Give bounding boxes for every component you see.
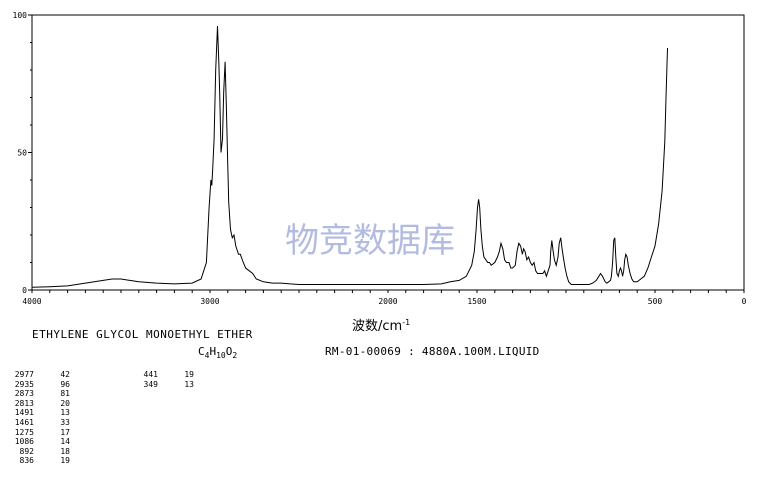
x-axis-label-superscript: -1 (402, 318, 410, 327)
peak-row: 349 13 (138, 380, 194, 390)
formula-element: H (209, 345, 217, 358)
peak-row: 2813 20 (14, 399, 70, 409)
peak-intensity: 17 (60, 427, 70, 437)
peak-wavenumber: 2977 (14, 370, 34, 379)
formula-count: 10 (216, 351, 226, 361)
peak-wavenumber: 1275 (14, 427, 34, 437)
peak-wavenumber: 2935 (14, 379, 34, 389)
peak-wavenumber: 892 (19, 446, 34, 456)
x-tick-label: 500 (648, 297, 663, 306)
peak-row: 2977 42 (14, 370, 70, 380)
y-tick-label: 50 (17, 149, 27, 158)
peak-row: 1461 33 (14, 418, 70, 428)
peak-row: 1086 14 (14, 437, 70, 447)
x-axis-label-text: 波数/cm (352, 319, 402, 334)
peak-row: 2935 96 (14, 380, 70, 390)
watermark: 物竞数据库 (285, 221, 455, 261)
sample-info: RM-01-00069 : 4880A.100M.LIQUID (325, 345, 540, 358)
peak-intensity: 81 (60, 389, 70, 399)
peak-row: 1491 13 (14, 408, 70, 418)
y-tick-label: 100 (13, 11, 28, 20)
compound-name: ETHYLENE GLYCOL MONOETHYL ETHER (32, 328, 253, 341)
peak-row: 836 19 (14, 456, 70, 466)
peak-row: 892 18 (14, 447, 70, 457)
formula-count: 4 (204, 351, 210, 361)
x-tick-label: 3000 (200, 297, 219, 306)
peak-wavenumber: 2873 (14, 389, 34, 399)
peak-row: 2873 81 (14, 389, 70, 399)
formula-element: C (198, 345, 205, 358)
peak-intensity: 96 (60, 379, 70, 389)
peak-intensity: 13 (184, 379, 194, 389)
formula-count: 2 (232, 351, 238, 361)
peak-wavenumber: 836 (19, 456, 34, 466)
x-tick-label: 1500 (467, 297, 486, 306)
peak-intensity: 14 (60, 437, 70, 447)
peak-wavenumber: 1086 (14, 437, 34, 447)
peak-wavenumber: 441 (143, 370, 158, 379)
spectrum-line (31, 25, 668, 288)
peak-intensity: 20 (60, 398, 70, 408)
peak-wavenumber: 1491 (14, 408, 34, 418)
formula-element: O (225, 345, 233, 358)
x-tick-label: 4000 (22, 297, 41, 306)
peak-wavenumber: 2813 (14, 398, 34, 408)
peak-intensity: 13 (60, 408, 70, 418)
peak-intensity: 33 (60, 417, 70, 427)
peak-table-column: 441 19 349 13 (138, 370, 194, 389)
peak-table-column: 2977 42 2935 96 2873 81 2813 20 1491 13 1461 33 1275… (14, 370, 70, 466)
peak-intensity: 19 (60, 456, 70, 466)
x-tick-label: 2000 (378, 297, 397, 306)
peak-intensity: 19 (184, 370, 194, 379)
peak-intensity: 18 (60, 446, 70, 456)
y-axis: 0 50 100 (13, 11, 32, 295)
peak-row: 1275 17 (14, 428, 70, 438)
y-tick-label: 0 (22, 286, 27, 295)
x-axis-label: 波数/cm-1 (352, 318, 410, 334)
molecular-formula: C4H10O2 (198, 345, 237, 360)
x-tick-label: 0 (742, 297, 747, 306)
peak-row: 441 19 (138, 370, 194, 380)
peak-intensity: 42 (60, 370, 70, 379)
peak-wavenumber: 1461 (14, 417, 34, 427)
peak-wavenumber: 349 (143, 379, 158, 389)
x-axis: 4000 3000 2000 1500 500 0 (22, 290, 747, 306)
